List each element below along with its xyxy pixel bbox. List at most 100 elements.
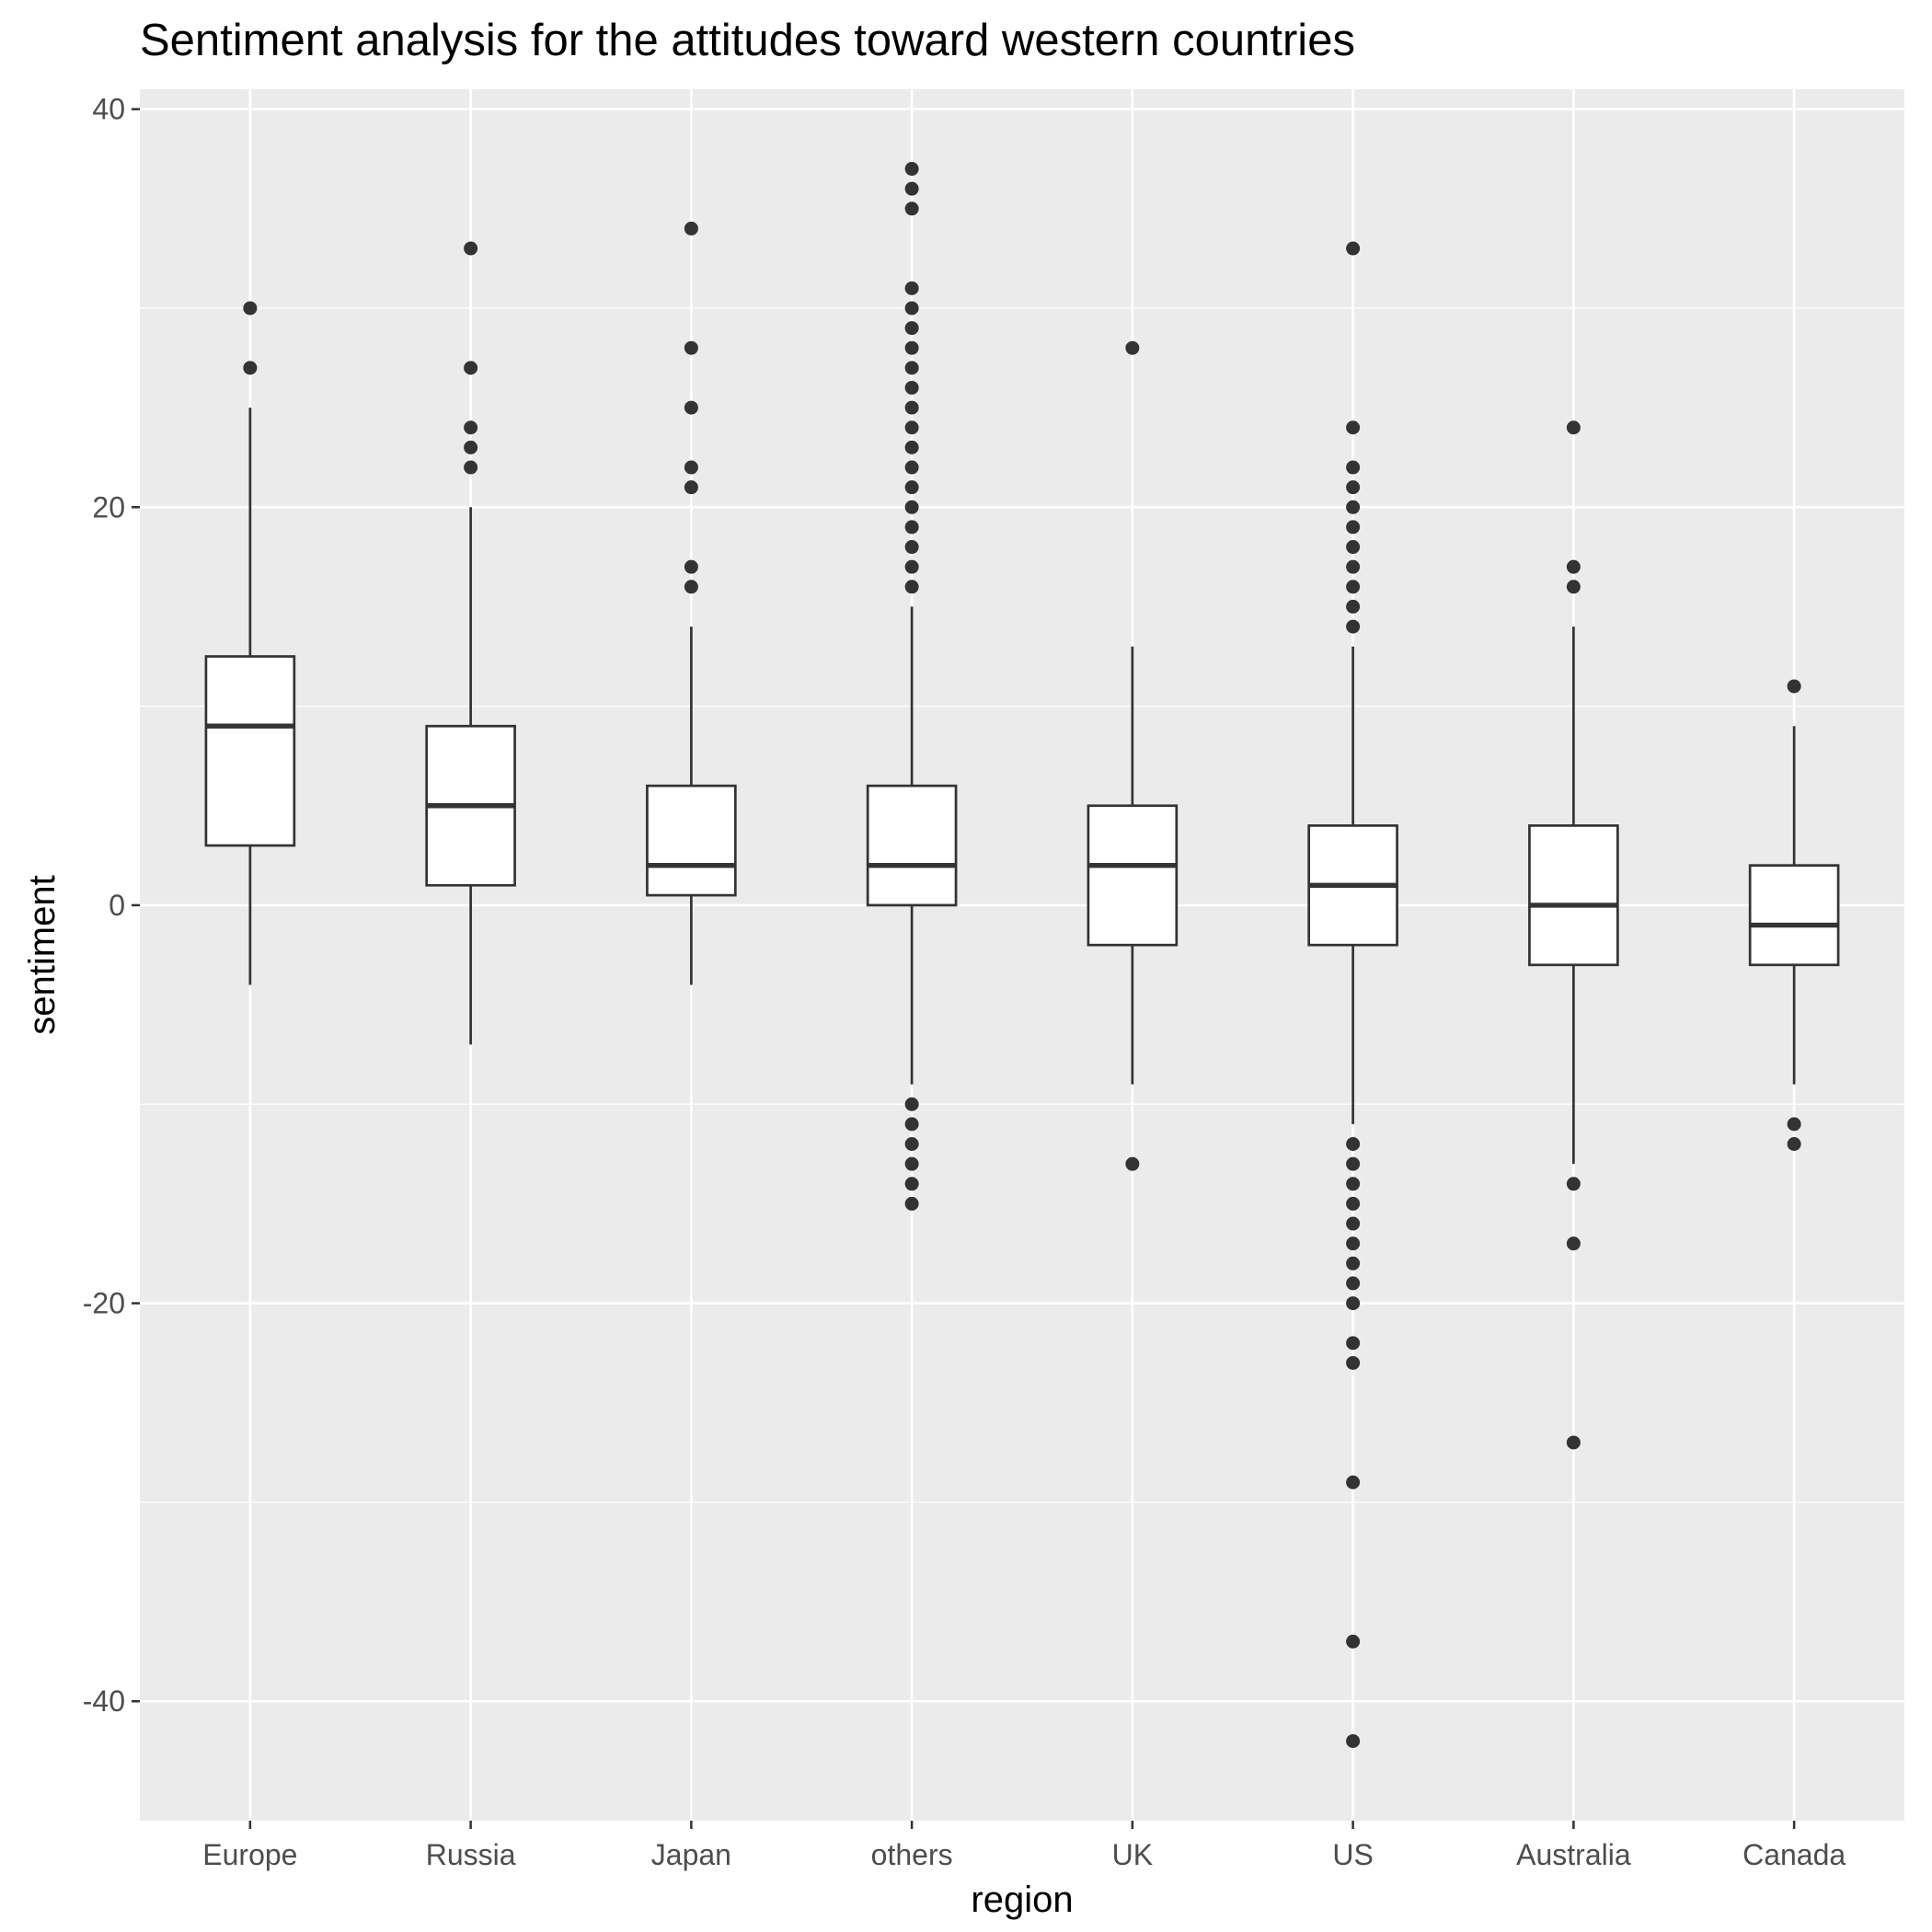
outlier-point bbox=[464, 241, 478, 256]
box-iqr bbox=[1528, 824, 1619, 967]
outlier-point bbox=[1566, 1177, 1581, 1191]
outlier-point bbox=[904, 301, 919, 316]
outlier-point bbox=[1346, 1196, 1361, 1211]
outlier-point bbox=[1787, 1137, 1801, 1152]
outlier-point bbox=[1346, 241, 1361, 256]
outlier-point bbox=[904, 480, 919, 495]
x-tick-label: Australia bbox=[1516, 1838, 1631, 1871]
outlier-point bbox=[1346, 619, 1361, 634]
y-axis-title: sentiment bbox=[22, 875, 63, 1034]
outlier-point bbox=[1346, 559, 1361, 574]
outlier-point bbox=[1346, 480, 1361, 495]
outlier-point bbox=[1346, 580, 1361, 594]
x-tick-label: Europe bbox=[202, 1838, 297, 1871]
x-tick-label: Japan bbox=[651, 1838, 731, 1871]
box-europe bbox=[204, 301, 296, 985]
outlier-point bbox=[904, 460, 919, 475]
outlier-point bbox=[1346, 1733, 1361, 1748]
outlier-point bbox=[1566, 559, 1581, 574]
outlier-point bbox=[904, 559, 919, 574]
outlier-point bbox=[904, 321, 919, 336]
outlier-point bbox=[684, 559, 698, 574]
outlier-point bbox=[684, 221, 698, 236]
outlier-point bbox=[684, 340, 698, 355]
outlier-point bbox=[904, 162, 919, 177]
outlier-point bbox=[684, 460, 698, 475]
outlier-point bbox=[904, 1156, 919, 1171]
box-japan bbox=[646, 221, 737, 985]
x-tick-label: others bbox=[871, 1838, 953, 1871]
box-iqr bbox=[1748, 864, 1840, 967]
outlier-point bbox=[1566, 580, 1581, 594]
outlier-point bbox=[464, 460, 478, 475]
outlier-point bbox=[904, 380, 919, 395]
box-canada bbox=[1748, 679, 1840, 1152]
outlier-point bbox=[1346, 420, 1361, 435]
outlier-point bbox=[1346, 1137, 1361, 1152]
outlier-point bbox=[1787, 1117, 1801, 1132]
outlier-point bbox=[684, 400, 698, 415]
outlier-point bbox=[904, 400, 919, 415]
box-australia bbox=[1528, 420, 1619, 1450]
box-uk bbox=[1087, 340, 1179, 1171]
outlier-point bbox=[1787, 679, 1801, 694]
y-tick-label: 20 bbox=[92, 490, 125, 523]
box-iqr bbox=[866, 784, 958, 907]
outlier-point bbox=[904, 500, 919, 514]
outlier-point bbox=[464, 440, 478, 454]
outlier-point bbox=[904, 440, 919, 454]
outlier-point bbox=[1346, 1256, 1361, 1271]
box-us bbox=[1307, 241, 1398, 1748]
outlier-point bbox=[1346, 500, 1361, 514]
x-tick-label: Russia bbox=[426, 1838, 516, 1871]
outlier-point bbox=[904, 181, 919, 196]
minor-gridlines bbox=[140, 307, 1904, 1503]
y-tick-label: 0 bbox=[109, 889, 125, 922]
outlier-point bbox=[904, 540, 919, 555]
outlier-point bbox=[1125, 1156, 1140, 1171]
outlier-point bbox=[243, 361, 258, 375]
outlier-point bbox=[904, 1137, 919, 1152]
outlier-point bbox=[1346, 1236, 1361, 1251]
outlier-point bbox=[1346, 1336, 1361, 1351]
outlier-point bbox=[1566, 420, 1581, 435]
outlier-point bbox=[1346, 1216, 1361, 1231]
box-iqr bbox=[646, 784, 737, 897]
outlier-point bbox=[1346, 1475, 1361, 1489]
outlier-point bbox=[904, 340, 919, 355]
outlier-point bbox=[1346, 1355, 1361, 1370]
y-tick-label: -20 bbox=[83, 1287, 125, 1320]
outlier-point bbox=[904, 420, 919, 435]
x-tick-label: UK bbox=[1112, 1838, 1153, 1871]
outlier-point bbox=[904, 1177, 919, 1191]
outlier-point bbox=[1125, 340, 1140, 355]
chart-title: Sentiment analysis for the attitudes tow… bbox=[140, 16, 1355, 65]
outlier-point bbox=[904, 281, 919, 295]
box-iqr bbox=[204, 655, 296, 847]
outlier-point bbox=[1346, 520, 1361, 535]
x-tick-label: US bbox=[1332, 1838, 1373, 1871]
box-russia bbox=[425, 241, 516, 1045]
outlier-point bbox=[1346, 599, 1361, 614]
outlier-point bbox=[684, 480, 698, 495]
y-axis: 40 20 0 -20 -40 bbox=[83, 93, 140, 1718]
outlier-point bbox=[243, 301, 258, 316]
box-iqr bbox=[1087, 804, 1179, 947]
outlier-point bbox=[1346, 1634, 1361, 1649]
outlier-point bbox=[464, 420, 478, 435]
plot-panel bbox=[140, 89, 1904, 1821]
outlier-point bbox=[1346, 1276, 1361, 1291]
outlier-point bbox=[904, 1196, 919, 1211]
outlier-point bbox=[1566, 1236, 1581, 1251]
box-layer bbox=[204, 162, 1840, 1748]
box-others bbox=[866, 162, 958, 1211]
outlier-point bbox=[904, 520, 919, 535]
y-tick-label: -40 bbox=[83, 1685, 125, 1718]
outlier-point bbox=[684, 580, 698, 594]
outlier-point bbox=[1566, 1435, 1581, 1450]
outlier-point bbox=[904, 201, 919, 216]
outlier-point bbox=[1346, 540, 1361, 555]
outlier-point bbox=[1346, 460, 1361, 475]
outlier-point bbox=[904, 361, 919, 375]
